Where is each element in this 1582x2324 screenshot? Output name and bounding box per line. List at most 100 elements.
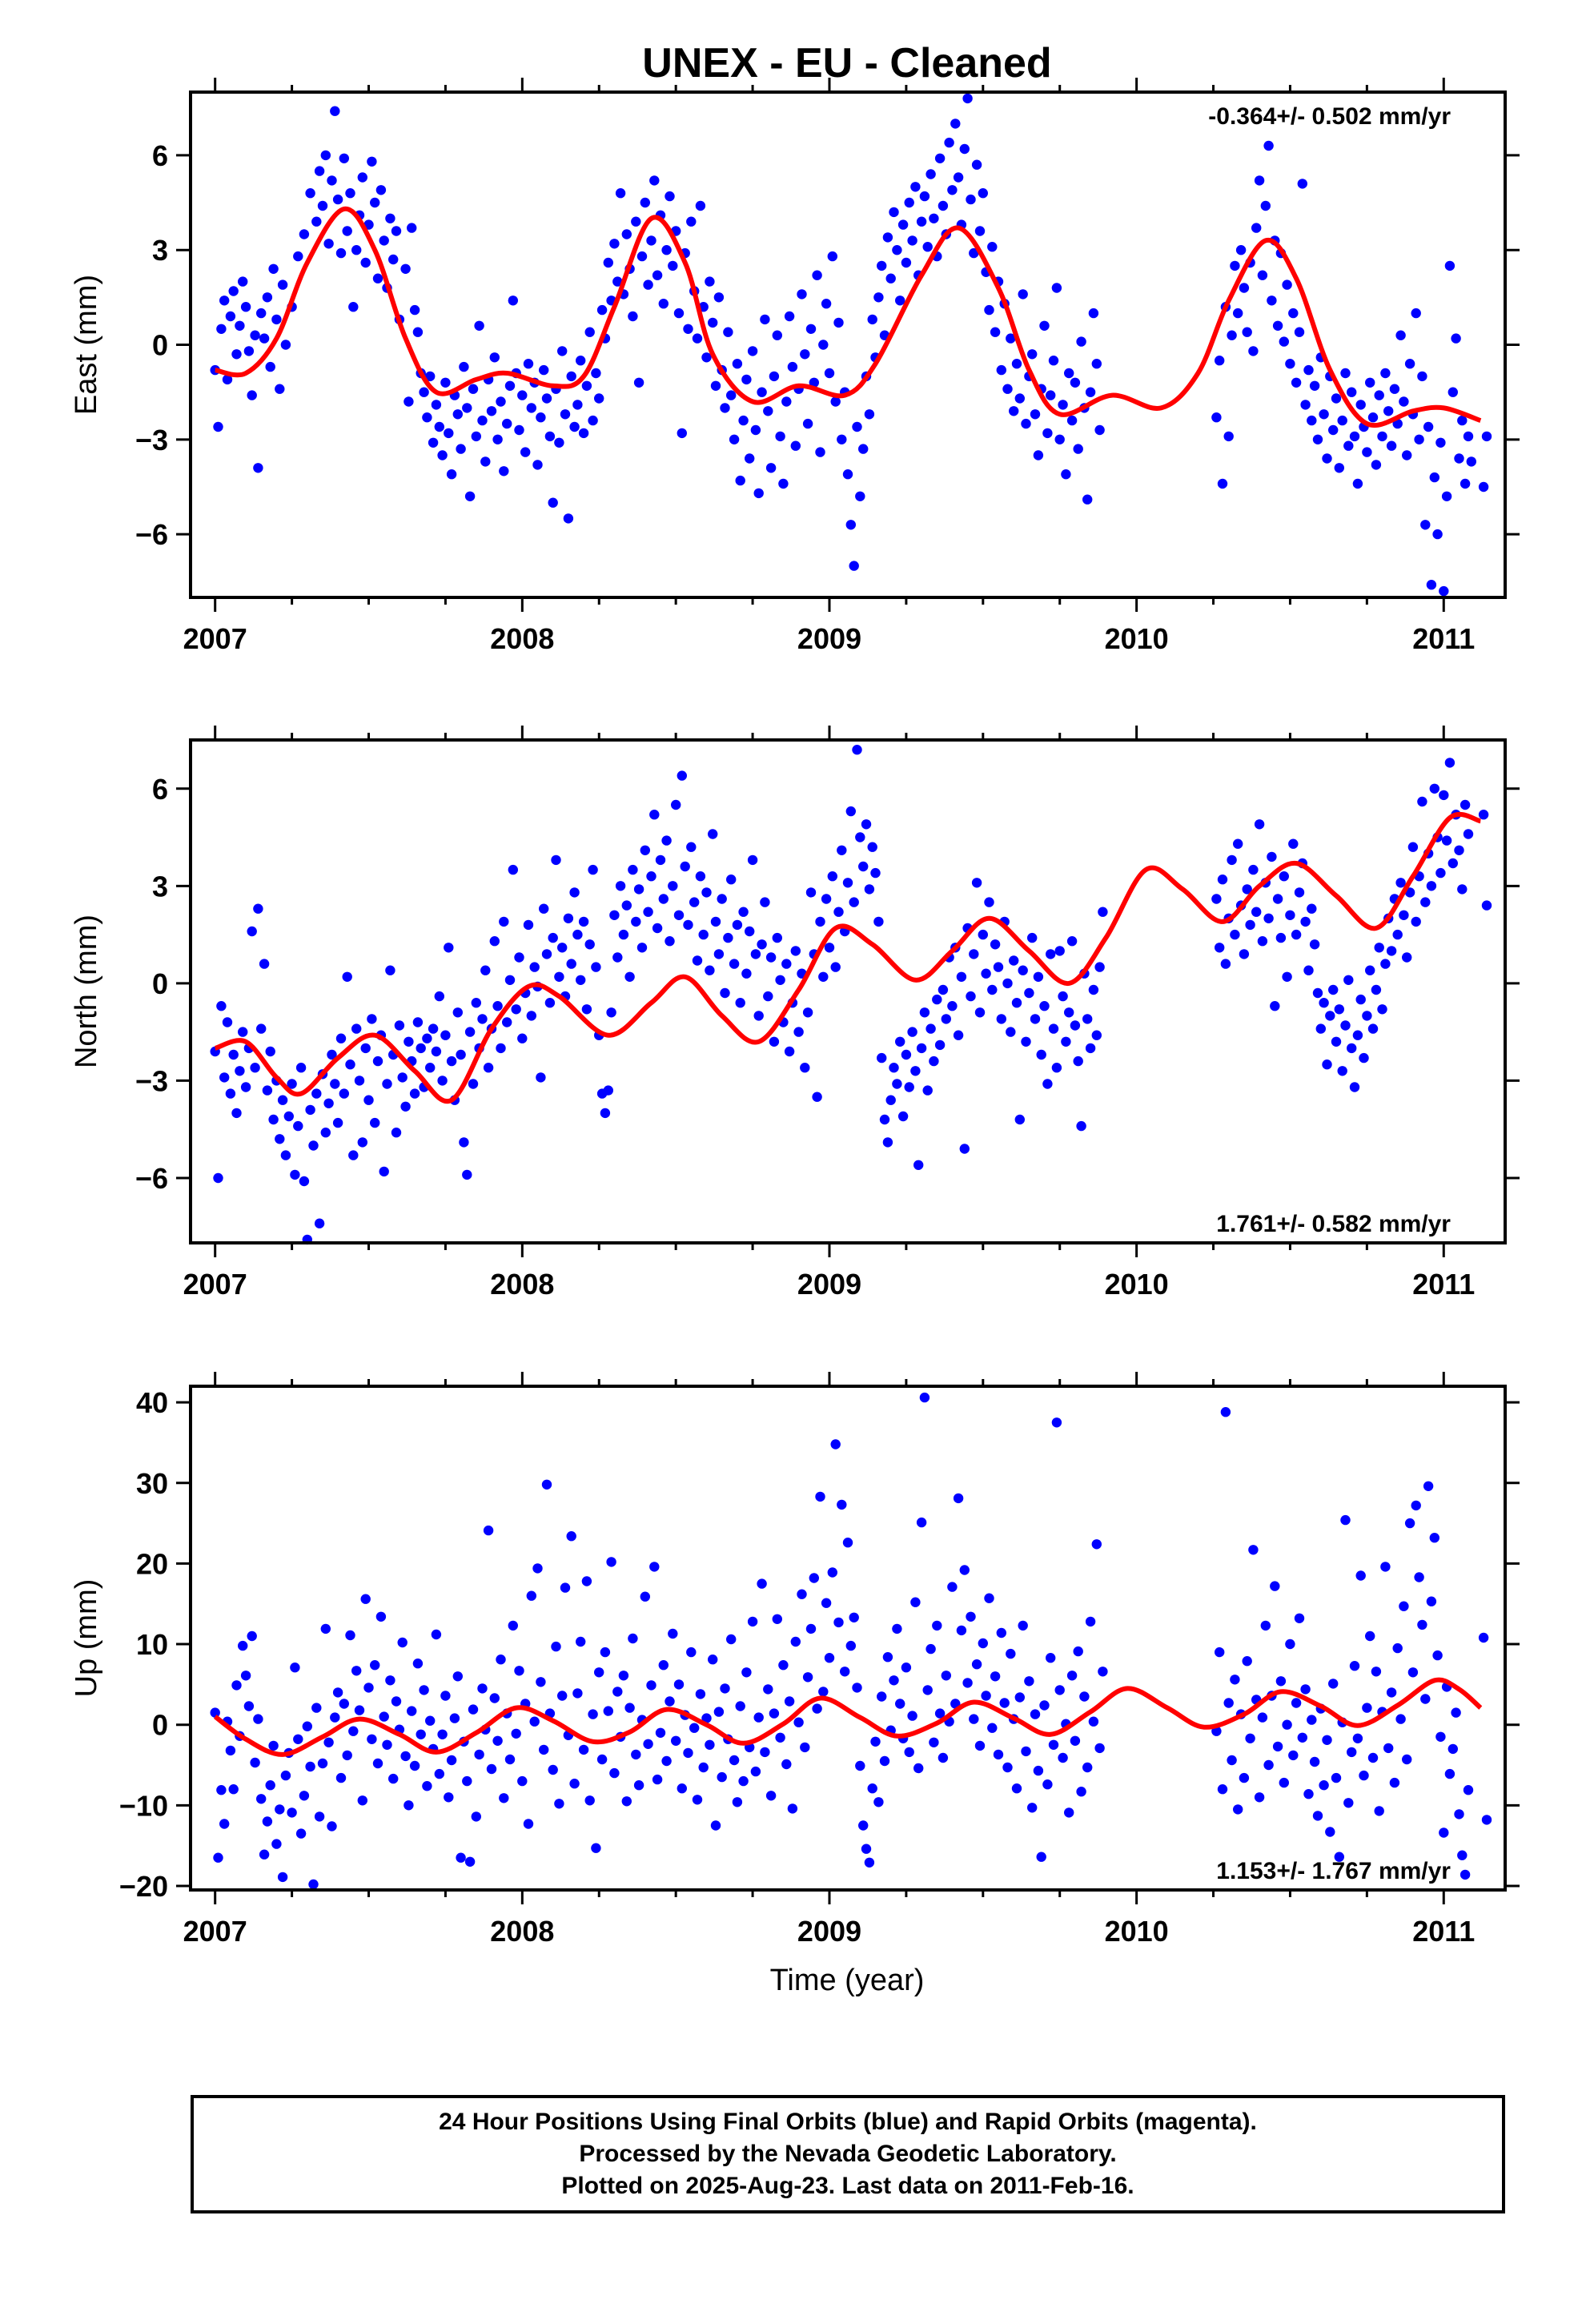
north-point (1002, 978, 1013, 989)
east-point (873, 292, 884, 303)
north-point (581, 1004, 592, 1015)
up-point (275, 1804, 285, 1815)
east-point (345, 188, 355, 199)
north-point (1215, 943, 1225, 953)
east-point (747, 346, 758, 356)
east-point (781, 396, 792, 407)
up-point (400, 1751, 411, 1762)
north-point (966, 991, 976, 1002)
north-point (1251, 907, 1262, 917)
up-point (1307, 1715, 1317, 1725)
north-point (959, 1144, 970, 1154)
up-point (416, 1729, 426, 1739)
east-point (1235, 245, 1247, 255)
east-point (735, 475, 745, 486)
up-point (830, 1439, 841, 1449)
east-point (250, 330, 260, 340)
east-point (987, 242, 998, 252)
east-point (609, 239, 620, 249)
north-point (499, 916, 509, 927)
up-point (763, 1684, 773, 1695)
north-point (514, 952, 524, 963)
up-point (895, 1699, 905, 1709)
north-point (885, 1095, 896, 1105)
east-point (929, 213, 939, 223)
up-point (1233, 1804, 1243, 1815)
north-point (889, 1063, 899, 1073)
east-y-tick-label: 0 (152, 329, 168, 362)
east-point (256, 308, 267, 319)
east-point (633, 377, 644, 388)
footer-line-3: Plotted on 2025-Aug-23. Last data on 201… (561, 2173, 1134, 2199)
east-point (910, 182, 921, 192)
north-point (394, 1020, 405, 1031)
up-point (870, 1736, 881, 1747)
up-point (1285, 1638, 1295, 1650)
east-point (1466, 456, 1477, 467)
up-point (1223, 1698, 1234, 1708)
north-point (879, 1114, 890, 1125)
north-point (922, 1085, 933, 1096)
east-point (741, 374, 752, 385)
up-point (576, 1636, 586, 1647)
north-point (504, 975, 516, 986)
north-point (517, 1033, 528, 1043)
east-point (351, 245, 362, 255)
east-point (499, 466, 509, 476)
north-point (459, 1137, 469, 1148)
north-point (1073, 1055, 1083, 1067)
north-point (1444, 758, 1456, 768)
up-point (1070, 1735, 1081, 1746)
east-point (596, 304, 608, 316)
east-point (305, 188, 315, 199)
north-point (572, 929, 583, 940)
up-point (584, 1795, 595, 1806)
north-point (1088, 984, 1099, 995)
north-point (367, 1014, 377, 1024)
north-point (1374, 943, 1384, 953)
east-point (1371, 460, 1382, 470)
east-point (897, 219, 909, 230)
east-point (628, 311, 638, 322)
north-point (1021, 1036, 1031, 1047)
east-point (1322, 453, 1332, 464)
up-point (837, 1499, 847, 1510)
up-point (1460, 1869, 1471, 1880)
up-point (999, 1698, 1010, 1708)
north-point (477, 1014, 488, 1024)
up-point (1407, 1667, 1419, 1678)
east-x-tick-label: 2010 (1105, 622, 1169, 655)
north-point (793, 1027, 804, 1037)
north-point (729, 959, 740, 969)
up-point (431, 1629, 442, 1640)
up-point (966, 1611, 976, 1622)
up-point (594, 1667, 604, 1678)
up-point (922, 1685, 933, 1695)
north-point (974, 1007, 986, 1018)
up-x-tick-label: 2007 (183, 1915, 247, 1948)
east-point (526, 403, 536, 413)
up-point (1300, 1684, 1311, 1695)
north-point (339, 1088, 349, 1099)
east-point (904, 197, 914, 208)
north-point (412, 1017, 424, 1027)
up-point (412, 1659, 424, 1669)
north-point (615, 881, 626, 891)
east-point (966, 194, 976, 205)
north-point (1066, 936, 1078, 947)
north-point (1441, 835, 1452, 846)
north-point (941, 1014, 952, 1024)
north-point (231, 1108, 242, 1119)
up-point (1451, 1707, 1461, 1718)
up-point (1217, 1784, 1228, 1795)
north-point (1319, 998, 1329, 1008)
east-point (974, 226, 986, 236)
up-point (345, 1630, 355, 1641)
up-point (539, 1744, 549, 1755)
up-point (1463, 1785, 1474, 1795)
east-point (572, 400, 583, 410)
east-point (842, 469, 853, 480)
up-point (793, 1717, 804, 1727)
east-point (1319, 409, 1329, 420)
east-point (1414, 434, 1424, 444)
